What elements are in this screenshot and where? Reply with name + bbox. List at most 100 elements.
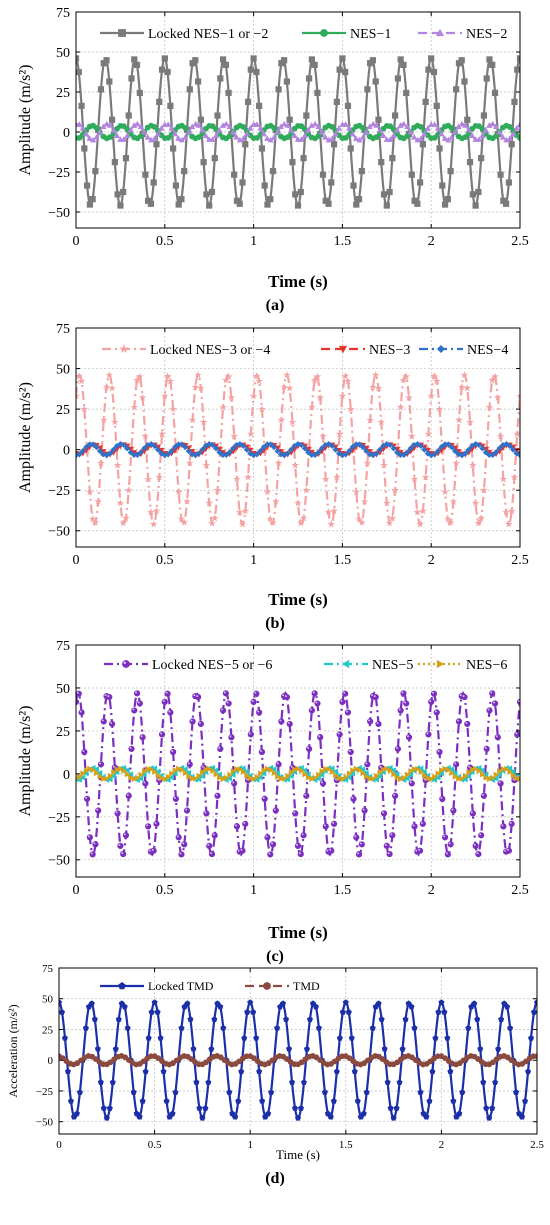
data-point — [328, 179, 335, 186]
data-point — [222, 690, 229, 697]
data-point — [345, 1008, 352, 1015]
data-point — [165, 773, 172, 781]
panel-label: (d) — [265, 1170, 285, 1187]
data-point — [128, 745, 135, 752]
data-point — [169, 405, 177, 413]
data-point-shine — [273, 808, 276, 811]
data-point-shine — [404, 701, 407, 704]
data-point — [507, 768, 513, 775]
data-point — [449, 769, 455, 777]
data-point — [139, 1097, 146, 1104]
data-point — [387, 767, 394, 774]
data-point — [434, 774, 441, 781]
data-point — [333, 772, 339, 779]
data-point — [441, 488, 449, 496]
data-point — [507, 1024, 514, 1031]
data-point-shine — [110, 721, 113, 724]
data-point — [414, 200, 421, 207]
data-point — [324, 508, 333, 516]
data-point — [472, 441, 479, 448]
data-point — [219, 707, 227, 714]
data-point — [94, 769, 100, 777]
data-point — [505, 520, 513, 528]
data-point — [148, 1009, 155, 1015]
y-tick-label: 75 — [56, 6, 70, 21]
data-point — [254, 773, 261, 781]
data-point — [169, 1110, 176, 1117]
data-point — [344, 377, 352, 385]
data-point — [401, 774, 408, 782]
x-tick-label: 1.5 — [334, 234, 352, 249]
data-point — [349, 130, 356, 137]
data-point — [226, 123, 233, 130]
data-point — [133, 61, 141, 68]
data-point — [421, 772, 428, 779]
data-point — [421, 446, 428, 453]
data-point — [244, 772, 250, 779]
data-point — [392, 792, 399, 799]
data-point — [380, 191, 388, 198]
data-point — [369, 57, 377, 64]
data-point — [479, 767, 485, 774]
data-point — [355, 515, 363, 523]
data-point — [297, 1105, 305, 1111]
data-point — [89, 851, 96, 858]
data-point — [441, 1008, 448, 1015]
data-point — [339, 55, 346, 62]
data-point-shine — [265, 835, 268, 838]
data-point — [158, 125, 165, 131]
data-point — [387, 1105, 394, 1111]
data-point-shine — [226, 701, 229, 704]
data-point — [458, 120, 466, 127]
data-point — [482, 449, 489, 456]
data-point — [405, 393, 413, 401]
data-point — [77, 377, 86, 385]
data-point — [111, 159, 118, 166]
data-point — [463, 384, 472, 392]
data-point — [354, 1097, 361, 1104]
legend-label: NES−2 — [466, 27, 507, 42]
data-point — [243, 446, 250, 453]
y-tick-label: −25 — [48, 811, 70, 826]
data-point — [441, 201, 449, 208]
data-point — [321, 1089, 328, 1095]
data-point — [199, 773, 205, 780]
data-point-shine — [493, 701, 496, 704]
data-point — [322, 765, 329, 773]
data-point — [235, 508, 244, 516]
data-point — [264, 135, 271, 141]
data-point — [141, 432, 150, 440]
data-point — [217, 774, 223, 781]
data-point — [223, 774, 230, 782]
data-point — [372, 693, 379, 701]
data-point-shine — [326, 849, 329, 852]
data-point — [393, 1105, 400, 1111]
data-point — [480, 771, 486, 778]
data-point — [514, 731, 520, 738]
data-point — [269, 841, 277, 848]
data-point — [373, 122, 380, 128]
data-point — [422, 98, 429, 105]
data-point — [105, 371, 114, 379]
data-point-shine — [218, 746, 221, 749]
data-point — [328, 847, 335, 854]
legend-swatch-marker — [435, 28, 445, 37]
data-point — [303, 112, 310, 119]
data-point — [167, 102, 174, 109]
data-point — [236, 200, 243, 207]
data-point-shine — [87, 835, 90, 838]
data-point — [416, 520, 424, 528]
data-point — [311, 690, 318, 697]
data-point-shine — [490, 691, 493, 694]
data-point — [208, 519, 216, 527]
data-point — [430, 690, 438, 697]
legend: Locked TMD TMD — [100, 979, 320, 993]
x-tick-label: 1.5 — [334, 883, 352, 898]
data-point — [100, 1105, 107, 1111]
data-point — [250, 55, 257, 62]
data-point — [311, 120, 319, 127]
data-point — [423, 1113, 430, 1120]
data-point — [350, 182, 357, 189]
data-point — [367, 775, 373, 782]
data-point — [298, 136, 305, 142]
